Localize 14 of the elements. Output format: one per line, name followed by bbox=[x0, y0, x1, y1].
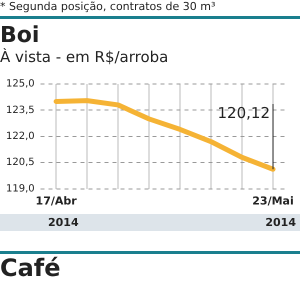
x-tick-label: 17/Abr bbox=[36, 194, 78, 208]
y-tick-label: 122,0 bbox=[6, 130, 35, 142]
y-tick-label: 125,0 bbox=[6, 78, 35, 90]
chart-subtitle: À vista - em R$/arroba bbox=[0, 48, 170, 66]
data-label: 120,12 bbox=[218, 104, 270, 122]
text: * Segunda posição, contratos de 30 m³ bbox=[0, 0, 300, 19]
chart-title: Boi bbox=[0, 23, 40, 48]
x-tick-label: 23/Mai bbox=[252, 194, 294, 208]
y-tick-label: 120,5 bbox=[6, 157, 35, 168]
text: 2014 bbox=[265, 216, 296, 229]
y-tick-label: 123,5 bbox=[6, 104, 35, 116]
text: Café bbox=[0, 251, 300, 282]
text: 2014 bbox=[48, 216, 79, 229]
y-tick-label: 119,0 bbox=[6, 183, 35, 194]
